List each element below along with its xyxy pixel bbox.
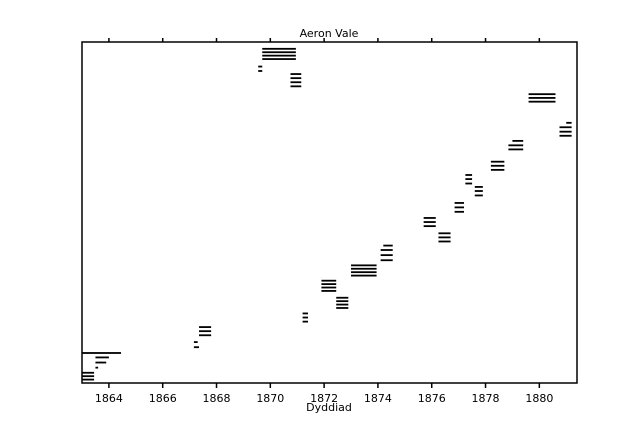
range-bar [474, 186, 483, 188]
x-tick-label: 1870 [256, 392, 284, 405]
range-bar [454, 210, 465, 213]
range-bar [199, 334, 212, 337]
range-bar [95, 366, 99, 369]
range-bar [95, 356, 109, 359]
range-bar [82, 371, 95, 374]
range-bar [383, 244, 393, 247]
range-bar [528, 93, 556, 96]
range-bar [351, 264, 377, 267]
range-bar [351, 271, 377, 274]
x-tick-label: 1874 [364, 392, 392, 405]
range-bar [321, 283, 337, 286]
chart-title: Aeron Vale [300, 27, 359, 40]
range-bar [82, 352, 122, 354]
range-bar [465, 174, 473, 176]
range-bar [290, 77, 302, 80]
range-bar [258, 70, 263, 72]
range-bar [528, 100, 556, 103]
range-bar [438, 240, 451, 243]
range-bar [438, 236, 451, 239]
x-tick-label: 1866 [149, 392, 177, 405]
range-bar [380, 254, 393, 257]
range-bar [351, 274, 377, 277]
range-bar [82, 378, 95, 381]
range-bar [262, 47, 296, 50]
range-bar [454, 206, 465, 209]
range-bar [95, 361, 107, 364]
range-bar [454, 202, 465, 204]
range-bar [321, 290, 337, 292]
range-bar [199, 330, 212, 333]
range-bar [302, 312, 308, 315]
range-bar [193, 341, 198, 343]
range-bar [490, 164, 505, 167]
range-bar [302, 316, 308, 319]
range-bar [380, 249, 393, 251]
range-bar [438, 232, 451, 235]
x-tick-label: 1876 [418, 392, 446, 405]
range-bar [290, 85, 302, 88]
x-tick-label: 1868 [203, 392, 231, 405]
range-bar [321, 286, 337, 289]
x-tick-label: 1864 [95, 392, 123, 405]
range-bar [380, 259, 393, 262]
range-bar [566, 121, 572, 124]
range-bar [321, 279, 337, 282]
range-bar [336, 307, 349, 309]
x-tick-label: 1880 [525, 392, 553, 405]
x-tick-label: 1872 [310, 392, 338, 405]
plot-frame [81, 41, 578, 384]
range-bar [262, 51, 296, 54]
x-axis-label: Dyddiad [306, 401, 352, 414]
range-bar [490, 160, 505, 163]
range-bar [528, 97, 556, 99]
range-bar [474, 190, 483, 192]
range-bar [336, 303, 349, 306]
range-bar [302, 320, 308, 323]
range-bar [193, 346, 200, 349]
range-bar [262, 54, 296, 57]
range-bar [559, 130, 572, 133]
x-tick-label: 1878 [472, 392, 500, 405]
range-bar [199, 326, 212, 328]
range-bar [336, 296, 349, 299]
range-bar [490, 168, 505, 171]
range-bar [423, 221, 436, 223]
range-bar [465, 182, 473, 185]
range-bar [465, 178, 473, 180]
range-bar [262, 58, 296, 60]
range-bar [336, 300, 349, 303]
range-bar [82, 375, 95, 378]
range-bar [474, 194, 483, 197]
range-bar [290, 73, 302, 75]
range-bar [559, 134, 572, 137]
range-bar [423, 225, 436, 228]
range-bar [423, 217, 436, 219]
range-bar [508, 148, 524, 151]
range-bar [559, 126, 572, 129]
range-bar [258, 65, 263, 68]
range-bar [512, 139, 524, 142]
range-bar [508, 144, 524, 147]
range-bar [290, 81, 302, 84]
range-bar [351, 267, 377, 270]
